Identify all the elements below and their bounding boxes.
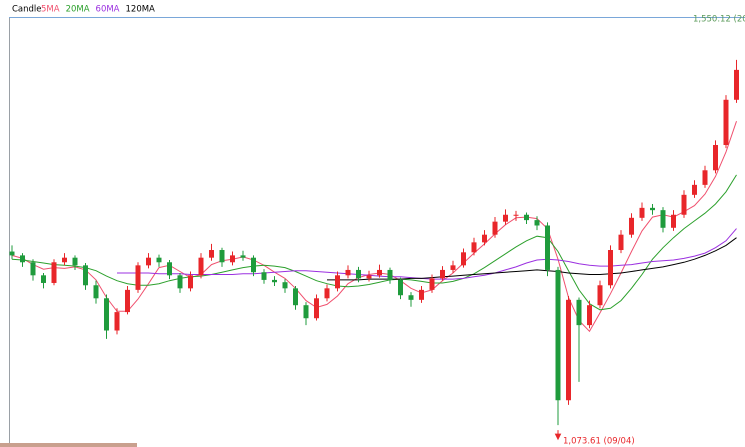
- legend: Candle 5MA 20MA 60MA 120MA: [12, 5, 155, 15]
- candle-body: [272, 279, 277, 283]
- candle-body: [534, 220, 540, 226]
- candle-body: [209, 250, 214, 258]
- candle-body: [20, 255, 25, 263]
- candle-body: [135, 265, 141, 290]
- candle-body: [513, 214, 519, 216]
- candle-body: [188, 275, 193, 289]
- candle-body: [104, 298, 109, 331]
- candle-body: [293, 288, 298, 306]
- min-marker: [554, 430, 562, 441]
- candle-body: [366, 275, 372, 279]
- candle-body: [471, 242, 477, 253]
- candle-body: [681, 194, 687, 215]
- candle-body: [314, 298, 319, 319]
- candle-body: [503, 214, 508, 222]
- candle-body: [345, 269, 351, 276]
- candle-body: [419, 289, 424, 300]
- candle-body: [51, 262, 57, 283]
- candle-body: [555, 269, 561, 401]
- candle-body: [303, 305, 309, 319]
- candle-body: [125, 289, 130, 313]
- candle-body: [639, 207, 645, 218]
- candle-body: [650, 207, 655, 211]
- ma-line: [11, 121, 737, 333]
- candle-body: [671, 214, 676, 228]
- candle-body: [723, 99, 729, 146]
- legend-item: 60MA: [96, 5, 120, 15]
- candle-body: [9, 251, 15, 256]
- candle-body: [702, 170, 708, 185]
- candle-body: [282, 282, 288, 289]
- candle-body: [398, 279, 403, 296]
- legend-candle: Candle: [12, 5, 42, 15]
- ma-line: [327, 237, 737, 281]
- candle-body: [608, 250, 613, 286]
- candle-body: [261, 272, 267, 280]
- candle-body: [62, 257, 67, 263]
- candle-body: [93, 285, 99, 299]
- candle-body: [324, 288, 330, 299]
- candle-body: [524, 214, 529, 221]
- candle-body: [450, 265, 456, 270]
- candle-body: [387, 269, 393, 280]
- candle-body: [377, 269, 382, 276]
- candle-body: [30, 262, 36, 276]
- candle-body: [240, 255, 246, 258]
- candle-body: [72, 257, 78, 266]
- candle-body: [335, 275, 340, 289]
- candle-body: [219, 250, 225, 263]
- candle-body: [167, 262, 172, 276]
- legend-item: 20MA: [66, 5, 90, 15]
- candle-body: [156, 257, 162, 263]
- ma-line: [11, 174, 737, 311]
- candle-body: [356, 269, 361, 279]
- candle-body: [492, 221, 498, 235]
- candle-body: [461, 252, 466, 266]
- candle-body: [251, 257, 256, 273]
- candle-body: [587, 305, 592, 326]
- candle-body: [440, 269, 445, 279]
- candle-body: [429, 278, 435, 290]
- ma-line: [117, 228, 737, 280]
- candle-body: [230, 255, 235, 263]
- candle-body: [618, 234, 624, 251]
- candle-body: [545, 225, 550, 270]
- candle-body: [734, 69, 739, 100]
- candle-body: [83, 265, 88, 286]
- legend-item: 5MA: [41, 5, 60, 15]
- legend-item: 120MA: [126, 5, 156, 15]
- candle-body: [177, 275, 183, 289]
- candle-body: [576, 299, 582, 326]
- candle-body: [408, 295, 414, 300]
- candle-body: [114, 312, 120, 331]
- candle-body: [482, 234, 487, 243]
- candle-body: [713, 145, 718, 171]
- candle-body: [660, 210, 666, 228]
- min-label: 1,073.61 (09/04): [563, 437, 635, 447]
- candle-body: [41, 275, 46, 283]
- scrollbar[interactable]: [0, 443, 137, 447]
- candle-body: [692, 184, 697, 195]
- candle-body: [198, 257, 204, 276]
- candle-body: [566, 299, 571, 401]
- candle-body: [629, 217, 634, 235]
- candle-body: [597, 285, 603, 306]
- candle-body: [146, 257, 151, 266]
- max-label: 1,550.12 (20/07: [693, 15, 745, 25]
